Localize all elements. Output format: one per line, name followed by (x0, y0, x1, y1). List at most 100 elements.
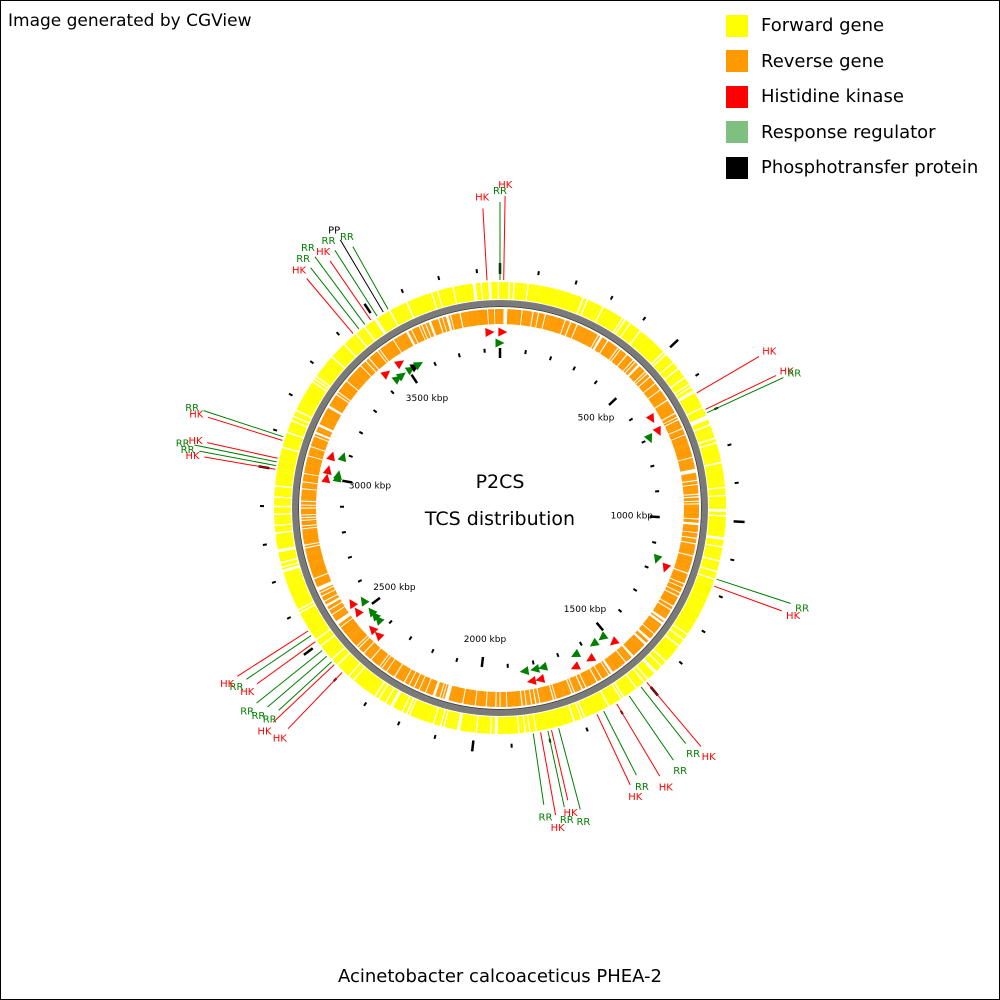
rr-callout-line (640, 686, 687, 744)
ruler-major-tick (480, 656, 485, 668)
hk-marker (394, 360, 405, 370)
outer-minor-tick (262, 543, 267, 546)
center-subtitle: TCS distribution (424, 508, 575, 530)
hk-callout-line (705, 375, 777, 410)
outer-minor-tick (694, 372, 700, 377)
outer-minor-tick (309, 360, 315, 365)
rr-callout-label: RR (263, 715, 277, 726)
hk-callout-line (503, 195, 506, 281)
ruler-major-tick (371, 596, 381, 605)
outer-minor-tick (396, 721, 401, 726)
ruler-minor-tick (431, 648, 435, 654)
hk-marker (326, 451, 335, 462)
hk-callout-label: HK (185, 451, 200, 462)
ruler-minor-tick (457, 353, 461, 358)
rr-callout-label: RR (673, 766, 687, 777)
pp-callout-line (339, 239, 384, 313)
ruler-minor-tick (632, 588, 638, 592)
rr-callout-label: RR (686, 749, 700, 760)
ruler-major-tick (410, 374, 419, 384)
hk-callout-line (207, 416, 283, 441)
rr-callout-line (603, 710, 637, 776)
hk-callout-line (207, 442, 278, 459)
hk-callout-label: HK (551, 823, 566, 834)
ruler-minor-tick (357, 579, 363, 583)
ruler-minor-tick (433, 361, 437, 367)
rr-callout-line (352, 246, 389, 310)
rr-marker (360, 596, 370, 607)
hk-callout-line (256, 641, 316, 685)
hk-callout-line (287, 672, 343, 730)
ruler-major-tick (342, 479, 353, 484)
hk-marker (645, 413, 655, 424)
rr-marker (589, 637, 600, 647)
center-title: P2CS (476, 471, 525, 493)
rr-callout-label: RR (230, 682, 244, 693)
ruler-minor-tick (548, 356, 553, 361)
rr-callout-label: RR (181, 445, 195, 456)
hk-callout-line (540, 732, 557, 816)
legend: Forward gene Reverse gene Histidine kinase… (726, 8, 978, 186)
outer-minor-tick (642, 316, 647, 321)
hk-callout-line (329, 260, 372, 321)
backbone-inner-edge (298, 306, 702, 710)
rr-marker (538, 661, 548, 671)
rr-callout-line (194, 444, 277, 463)
hk-marker (535, 674, 546, 683)
rr-callout-label: RR (576, 817, 590, 828)
rr-callout-label: RR (560, 815, 574, 826)
rr-marker (519, 666, 530, 676)
legend-item: Reverse gene (726, 44, 978, 80)
hk-callout-label: HK (475, 193, 490, 204)
rr-callout-label: RR (787, 369, 801, 380)
hk-callout-label: HK (188, 436, 203, 447)
rr-callout-label: RR (301, 243, 315, 254)
legend-label: Forward gene (761, 15, 885, 37)
outer-minor-tick (537, 271, 540, 276)
hk-marker (570, 661, 581, 670)
hk-callout-label: HK (273, 733, 288, 744)
rr-marker (412, 362, 423, 371)
rr-callout-line (310, 267, 360, 330)
outer-minor-tick (286, 616, 292, 620)
ruler-minor-tick (628, 417, 634, 422)
rr-callout-line (558, 728, 581, 810)
legend-item: Histidine kinase (726, 79, 978, 115)
hk-marker (380, 370, 391, 380)
hk-callout-label: HK (316, 247, 331, 258)
rr-callout-label: RR (795, 603, 809, 614)
rr-marker (643, 433, 653, 444)
rr-callout-line (716, 578, 791, 604)
hk-marker (485, 328, 495, 338)
rr-callout-label: RR (296, 254, 310, 265)
rr-callout-line (278, 661, 333, 711)
outer-major-tick (733, 520, 745, 524)
rr-callout-label: RR (176, 439, 190, 450)
ruler-label: 3500 kbp (406, 394, 449, 404)
hk-callout-label: HK (257, 727, 272, 738)
legend-swatch (726, 121, 748, 144)
rr-marker (337, 452, 347, 463)
hk-marker (526, 675, 537, 685)
rr-callout-line (628, 695, 674, 761)
ruler-minor-tick (341, 531, 347, 534)
legend-swatch (726, 85, 748, 108)
outer-minor-tick (609, 295, 614, 301)
outer-minor-tick (718, 595, 724, 599)
ruler-label: 1000 kbp (611, 512, 654, 522)
legend-label: Phosphotransfer protein (761, 157, 979, 179)
outer-minor-tick (574, 280, 578, 285)
rr-callout-label: RR (185, 403, 199, 414)
ruler-minor-tick (531, 660, 535, 665)
ruler-major-tick (608, 397, 618, 406)
rr-callout-label: RR (635, 782, 649, 793)
outer-minor-tick (727, 443, 732, 447)
hk-callout-line (696, 356, 760, 394)
legend-swatch (726, 156, 748, 179)
hk-marker (498, 327, 508, 337)
hk-callout-label: HK (240, 687, 255, 698)
hk-callout-label: HK (189, 410, 204, 421)
outer-minor-tick (400, 288, 404, 294)
ruler-label: 2000 kbp (464, 635, 507, 645)
